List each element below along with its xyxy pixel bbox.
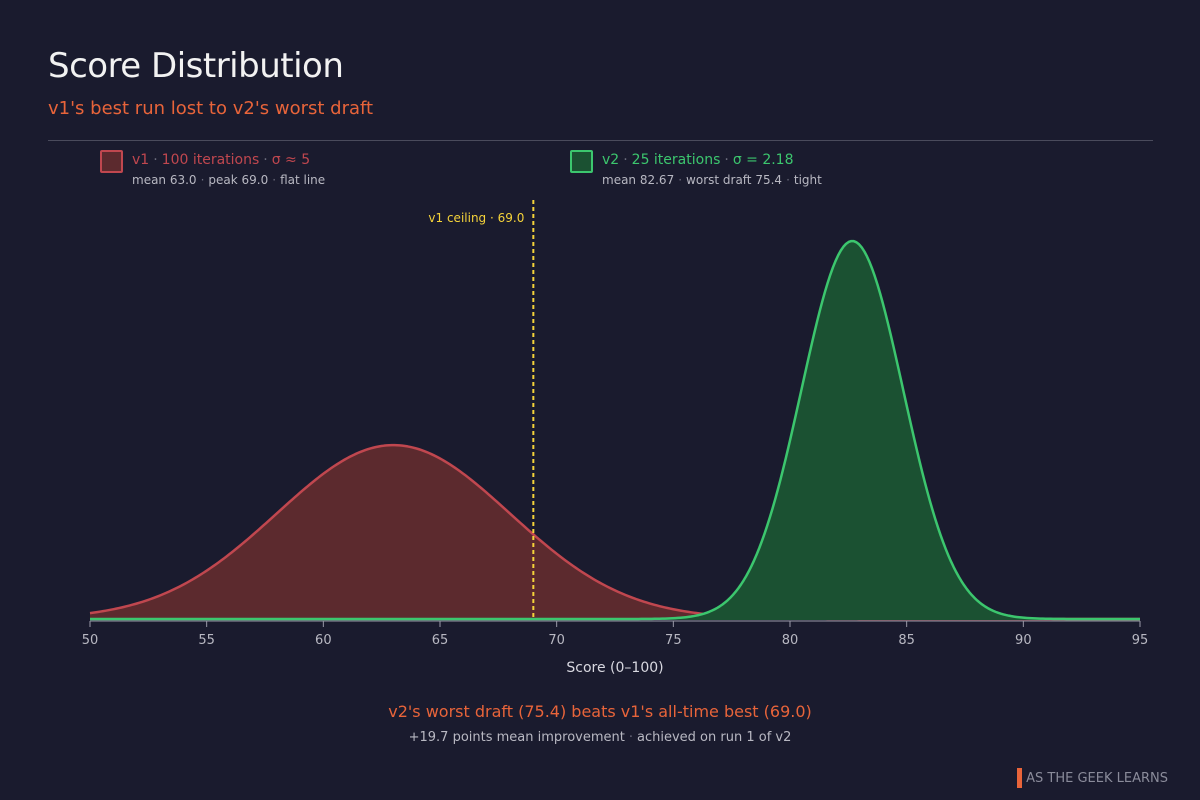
legend-v1-note: flat line [280, 173, 326, 187]
series-area-v1 [90, 445, 1140, 620]
legend-swatch-v1 [100, 150, 123, 173]
legend-v2-line2: mean 82.67 · worst draft 75.4 · tight [602, 173, 822, 187]
legend-v2-iterations: 25 iterations [631, 152, 721, 168]
legend-swatch-v2 [570, 150, 593, 173]
legend-v2-note: tight [793, 173, 822, 187]
footer-separator: · [628, 730, 634, 745]
legend-separator: · [263, 152, 268, 168]
legend-v2-mean: mean 82.67 [602, 173, 675, 187]
brand-mark: AS THE GEEK LEARNS [1017, 768, 1168, 788]
legend-v2-line1: v2 · 25 iterations · σ = 2.18 [602, 152, 794, 168]
x-axis-label: Score (0–100) [566, 660, 663, 676]
x-tick-label: 95 [1132, 633, 1149, 648]
brand-accent-bar [1017, 768, 1023, 788]
x-tick-label: 60 [315, 633, 332, 648]
legend-v2-worst: worst draft 75.4 [686, 173, 783, 187]
x-tick-label: 70 [548, 633, 565, 648]
legend-v1-mean: mean 63.0 [132, 173, 197, 187]
legend-v1-line1: v1 · 100 iterations · σ ≈ 5 [132, 152, 310, 168]
legend-separator: · [724, 152, 729, 168]
legend-v1-name: v1 [132, 152, 150, 168]
x-tick-label: 55 [198, 633, 215, 648]
brand-text: AS THE GEEK LEARNS [1026, 770, 1168, 786]
legend-v1-iterations: 100 iterations [161, 152, 260, 168]
x-tick-label: 80 [782, 633, 799, 648]
page-subtitle: v1's best run lost to v2's worst draft [48, 98, 374, 119]
legend-v1-sigma: σ ≈ 5 [271, 152, 311, 168]
footer-headline: v2's worst draft (75.4) beats v1's all-t… [388, 702, 812, 721]
series-area-v2 [90, 241, 1140, 620]
page-title: Score Distribution [48, 46, 344, 86]
legend-separator: · [200, 173, 205, 187]
legend-separator: · [786, 173, 790, 187]
x-tick-label: 85 [898, 633, 915, 648]
footer-detail-1: +19.7 points mean improvement [408, 730, 625, 745]
legend-separator: · [623, 152, 628, 168]
footer-detail-2: achieved on run 1 of v2 [637, 730, 792, 745]
legend-separator: · [678, 173, 683, 187]
legend-separator: · [153, 152, 158, 168]
legend-v2-name: v2 [602, 152, 620, 168]
legend-separator: · [272, 173, 277, 187]
series-line-v2 [90, 239, 1140, 621]
footer-detail: +19.7 points mean improvement · achieved o… [0, 730, 1200, 745]
x-tick-label: 50 [82, 633, 99, 648]
reference-line-label: v1 ceiling · 69.0 [428, 211, 524, 225]
x-tick-label: 90 [1015, 633, 1032, 648]
legend-v1-line2: mean 63.0 · peak 69.0 · flat line [132, 173, 325, 187]
x-tick-label: 65 [432, 633, 449, 648]
header-divider [48, 140, 1153, 141]
x-tick-label: 75 [665, 633, 682, 648]
legend-v2-sigma: σ = 2.18 [732, 152, 794, 168]
legend-v1-peak: peak 69.0 [208, 173, 269, 187]
